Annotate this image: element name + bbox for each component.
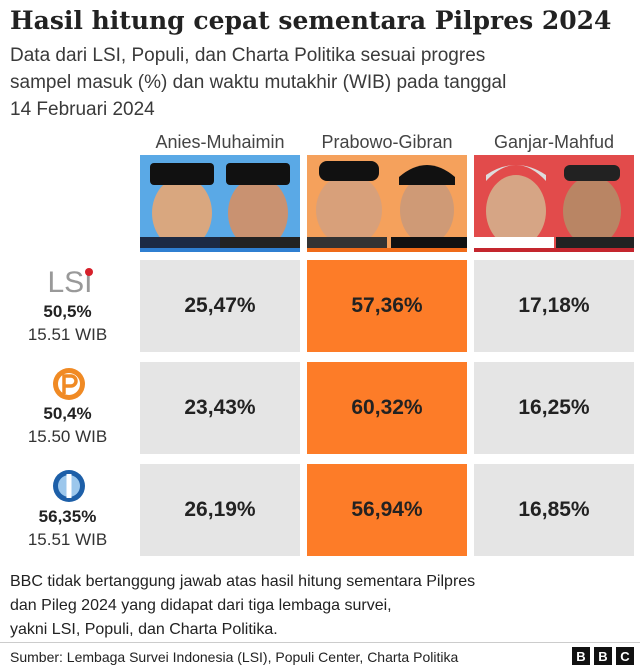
column-header: Anies-Muhaimin [155, 132, 285, 152]
cell: 56,94% [307, 464, 467, 556]
subtitle: sampel masuk (%) dan waktu mutakhir (WIB… [10, 72, 507, 93]
candidate-photo [140, 155, 300, 248]
subtitle: Data dari LSI, Populi, dan Charta Politi… [10, 45, 486, 66]
logo-lsi: LSI [47, 266, 93, 299]
sample: 50,5% [43, 302, 92, 321]
logo-charta [53, 470, 85, 502]
time: 15.51 WIB [27, 325, 108, 344]
candidate-photo [474, 155, 634, 248]
cell: 57,36% [307, 260, 467, 352]
brand-letter: B [572, 647, 590, 665]
color-bar [140, 248, 300, 252]
source: Sumber: Lembaga Survei Indonesia (LSI), … [10, 649, 459, 665]
brand-letter: C [616, 647, 634, 665]
column-header: Ganjar-Mahfud [493, 132, 615, 152]
sample: 56,35% [38, 507, 97, 526]
cell: 26,19% [140, 464, 300, 556]
title: Hasil hitung cepat sementara Pilpres 202… [10, 6, 612, 35]
logo-text: LSI [47, 266, 92, 299]
subtitle: 14 Februari 2024 [10, 99, 155, 120]
cell: 60,32% [307, 362, 467, 454]
cell: 17,18% [474, 260, 634, 352]
divider [0, 642, 640, 643]
color-bar [474, 248, 634, 252]
column-header: Prabowo-Gibran [321, 132, 453, 152]
time: 15.51 WIB [27, 530, 108, 549]
color-bar [307, 248, 467, 252]
sample: 50,4% [43, 404, 92, 423]
cell: 16,25% [474, 362, 634, 454]
footnote: yakni LSI, Populi, dan Charta Politika. [10, 621, 278, 638]
footnote: dan Pileg 2024 yang didapat dari tiga le… [10, 597, 392, 614]
candidate-photo [307, 155, 467, 248]
brand-letter: B [594, 647, 612, 665]
cell: 16,85% [474, 464, 634, 556]
cell: 23,43% [140, 362, 300, 454]
time: 15.50 WIB [27, 427, 108, 446]
logo-populi [53, 368, 85, 400]
cell: 25,47% [140, 260, 300, 352]
footnote: BBC tidak bertanggung jawab atas hasil h… [10, 573, 476, 590]
